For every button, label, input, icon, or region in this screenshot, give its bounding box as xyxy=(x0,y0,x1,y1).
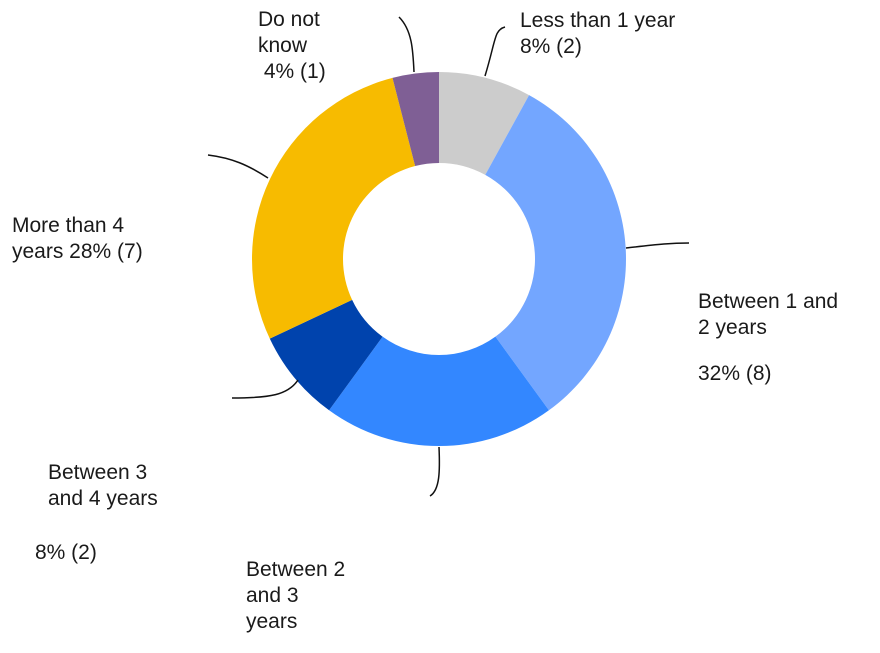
leader-line-between-1-and-2-years xyxy=(625,242,690,249)
leader-line-between-3-and-4-years xyxy=(231,379,299,399)
slice-between-3-and-4-years xyxy=(269,299,383,411)
label-more-than-4-years: More than 4 years 28% (7) xyxy=(12,214,143,263)
label-less-than-1-year: Less than 1 year 8% (2) xyxy=(520,9,676,58)
leader-line-more-than-4-years xyxy=(207,154,269,179)
slice-between-1-and-2-years xyxy=(485,95,626,411)
leader-line-between-2-and-3-years xyxy=(429,446,441,497)
slice-less-than-1-year xyxy=(439,72,530,175)
label-between-3-and-4-years-value: 8% (2) xyxy=(35,541,97,564)
slice-more-than-4-years xyxy=(252,77,416,339)
label-between-2-and-3-years: Between 2 and 3 years xyxy=(246,558,346,633)
label-between-3-and-4-years: Between 3 and 4 years xyxy=(48,461,158,510)
leader-line-less-than-1-year xyxy=(484,26,506,77)
leader-line-do-not-know xyxy=(398,16,415,73)
label-do-not-know: Do not know 4% (1) xyxy=(258,8,326,83)
label-between-1-and-2-years: Between 1 and 2 years 32% (8) xyxy=(698,290,839,385)
slice-between-2-and-3-years xyxy=(329,336,549,446)
slice-do-not-know xyxy=(392,72,439,167)
